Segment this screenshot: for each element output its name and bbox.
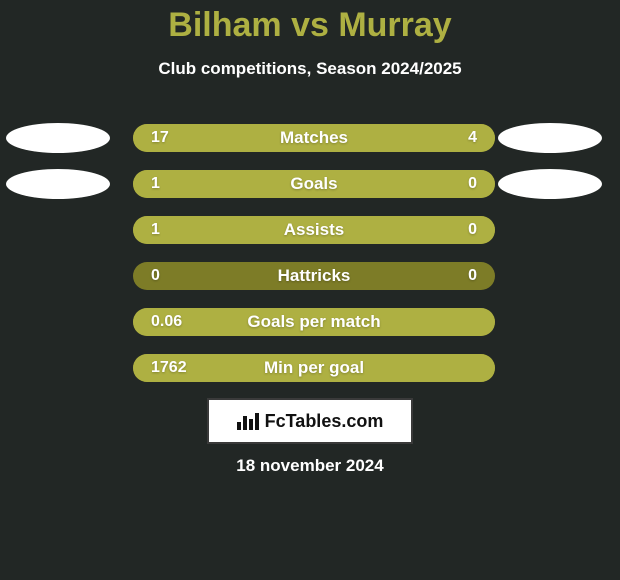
stat-row: 00Hattricks: [0, 262, 620, 290]
stat-bar: 174Matches: [133, 124, 495, 152]
player-marker-right: [498, 169, 602, 199]
stat-bar: 00Hattricks: [133, 262, 495, 290]
stat-metric-label: Min per goal: [133, 354, 495, 382]
stat-row: 174Matches: [0, 124, 620, 152]
stat-row: 1762Min per goal: [0, 354, 620, 382]
page-title: Bilham vs Murray: [0, 0, 620, 45]
stat-metric-label: Matches: [133, 124, 495, 152]
stat-metric-label: Hattricks: [133, 262, 495, 290]
stat-metric-label: Goals: [133, 170, 495, 198]
subtitle: Club competitions, Season 2024/2025: [0, 59, 620, 79]
stat-metric-label: Goals per match: [133, 308, 495, 336]
source-badge-label: FcTables.com: [265, 411, 384, 432]
stat-bar: 0.06Goals per match: [133, 308, 495, 336]
player-marker-right: [498, 123, 602, 153]
stat-bar: 1762Min per goal: [133, 354, 495, 382]
source-badge: FcTables.com: [207, 398, 413, 444]
stat-metric-label: Assists: [133, 216, 495, 244]
bars-icon: [237, 412, 259, 430]
stat-bar: 10Assists: [133, 216, 495, 244]
stat-row: 10Assists: [0, 216, 620, 244]
date-label: 18 november 2024: [0, 456, 620, 476]
stat-row: 0.06Goals per match: [0, 308, 620, 336]
player-marker-left: [6, 123, 110, 153]
stat-row: 10Goals: [0, 170, 620, 198]
stat-bar: 10Goals: [133, 170, 495, 198]
player-marker-left: [6, 169, 110, 199]
